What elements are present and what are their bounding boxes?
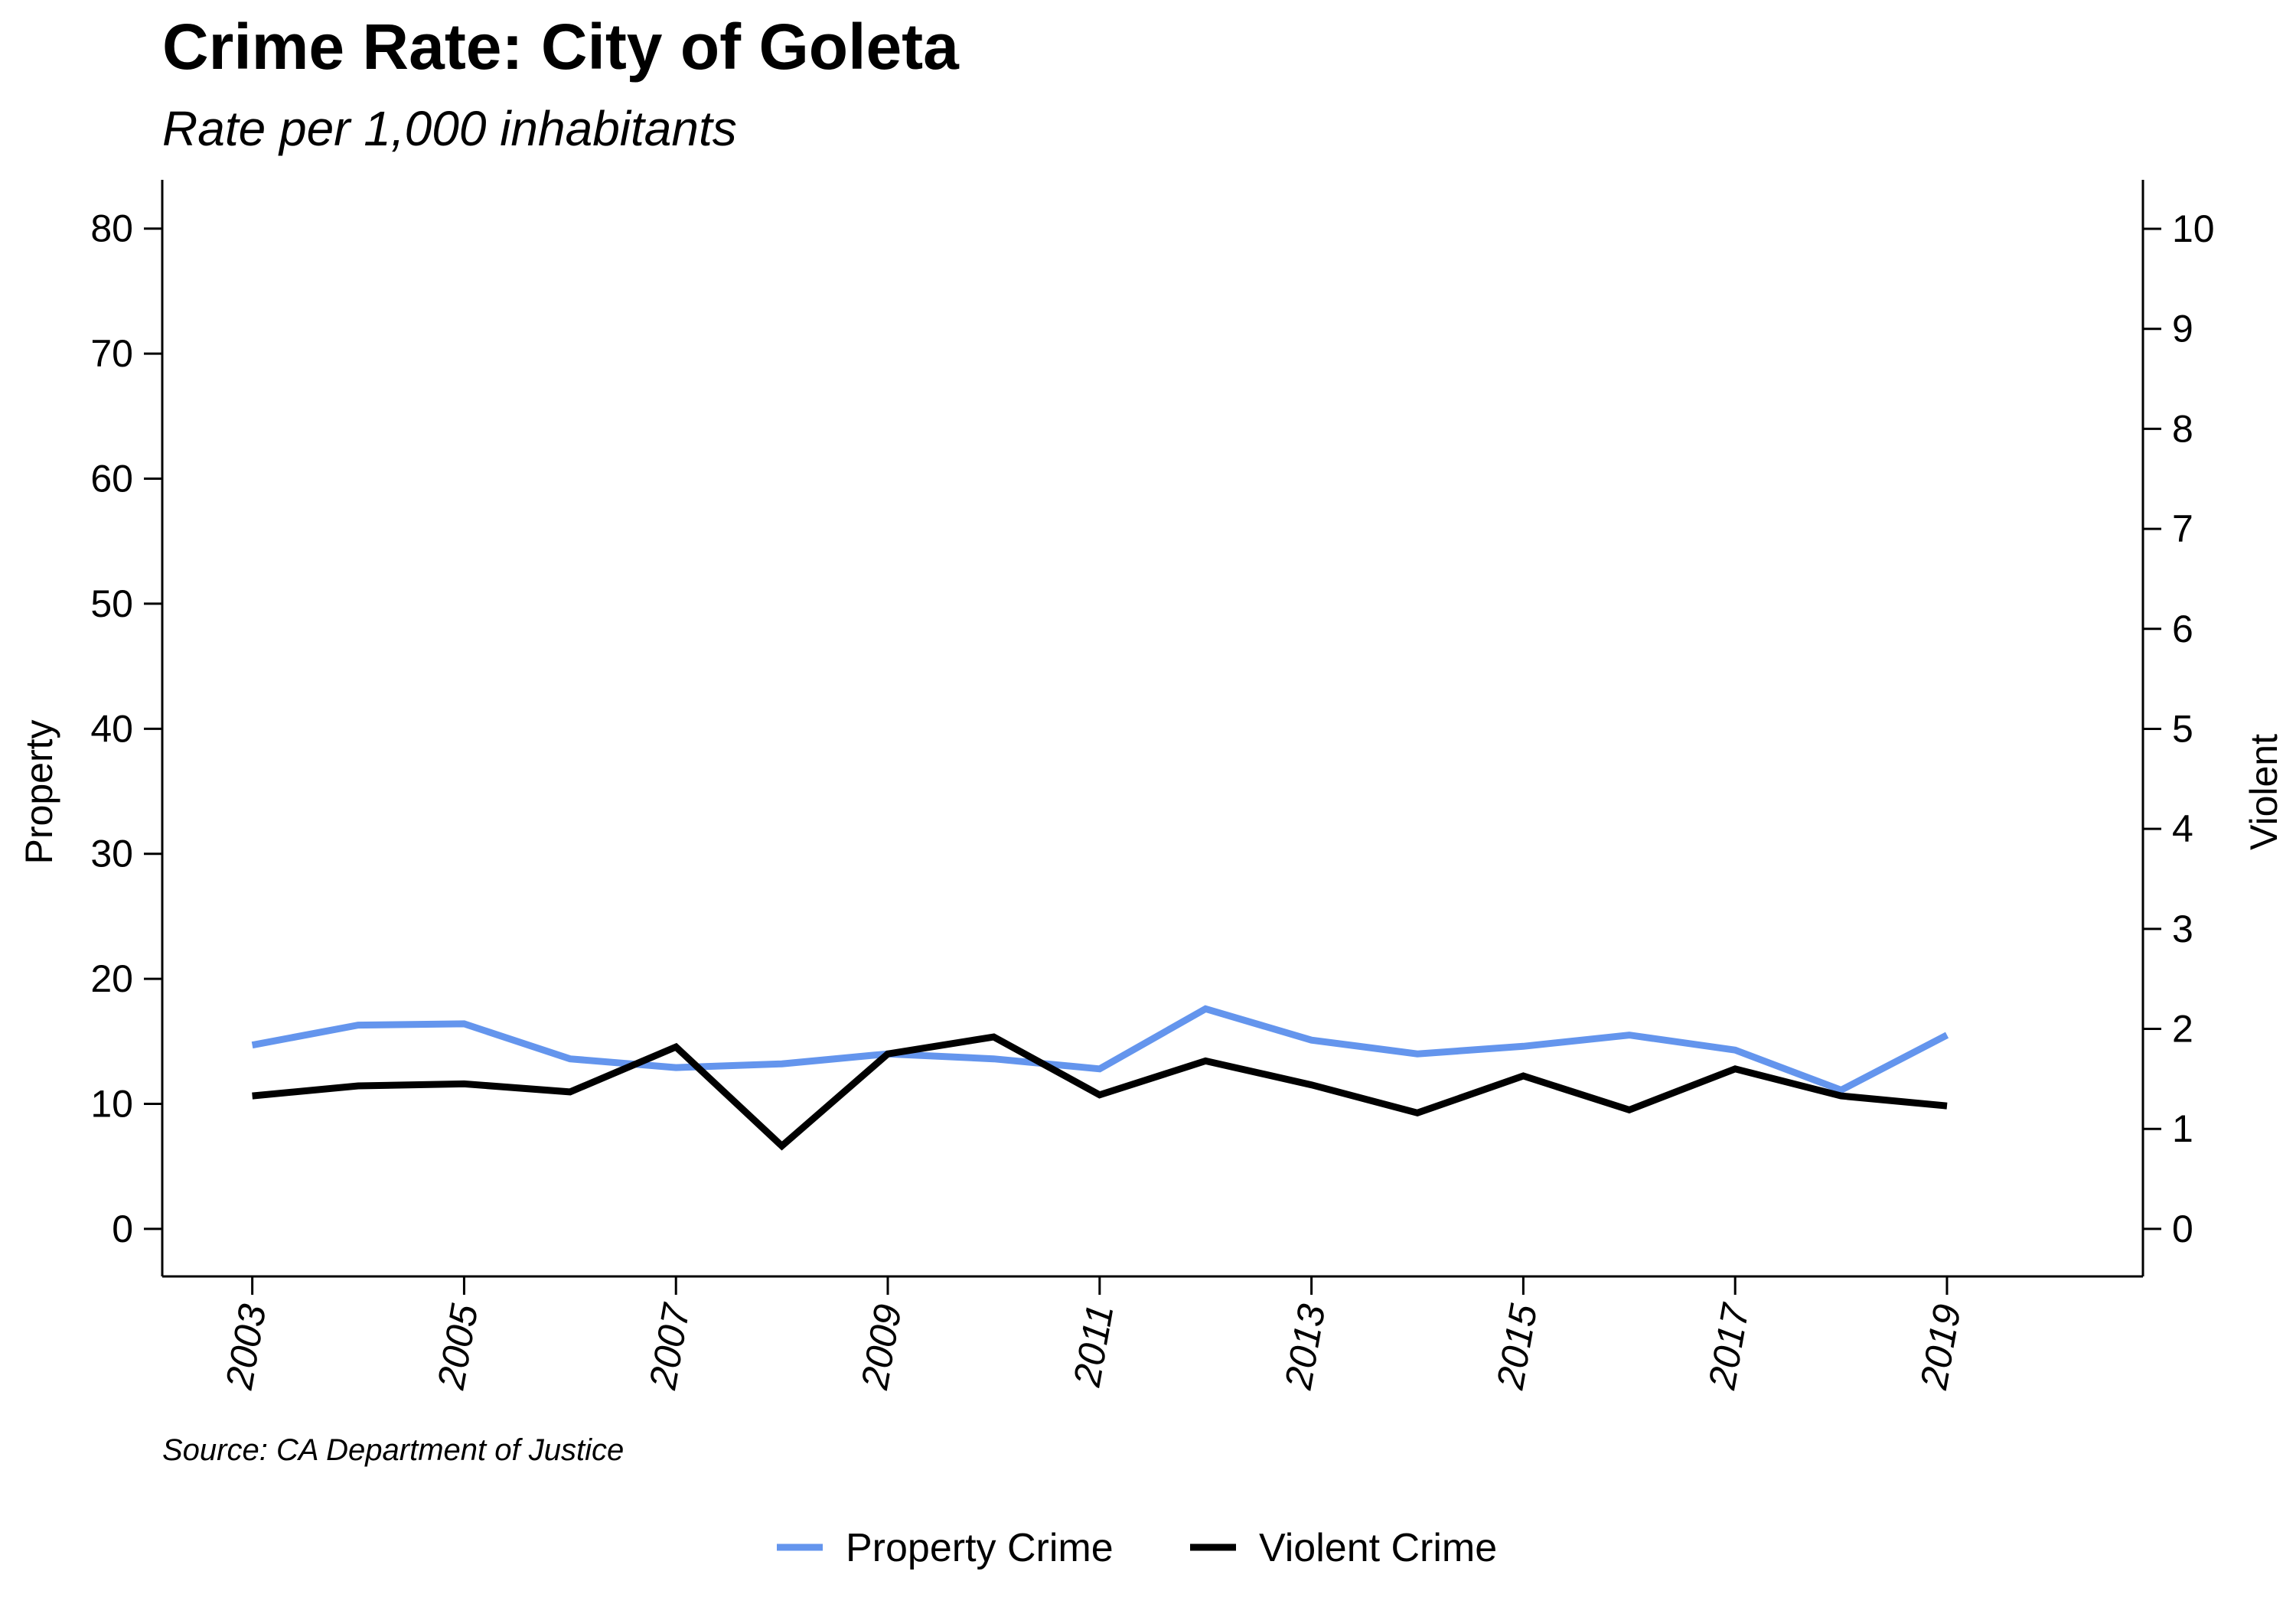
legend-label-violent: Violent Crime [1259,1526,1497,1570]
right-axis-ticks: 0 1 2 3 4 5 6 7 8 9 10 [2143,207,2215,1250]
x-tick-label: 2019 [1912,1301,1969,1393]
x-tick-label: 2003 [217,1301,275,1393]
x-tick-label: 2007 [641,1299,698,1393]
chart-title: Crime Rate: City of Goleta [162,11,960,83]
right-tick-label: 5 [2172,707,2193,750]
x-tick-label: 2009 [853,1301,910,1393]
x-tick-label: 2017 [1700,1299,1757,1393]
right-tick-label: 6 [2172,608,2193,650]
property-crime-line [251,1005,1949,1094]
y-axis-title-right: Violent [2242,734,2285,850]
legend: Property Crime Violent Crime [777,1526,1497,1570]
series-lines [251,1005,1949,1151]
violent-crime-line [252,1033,1948,1151]
right-tick-label: 9 [2172,308,2193,350]
x-tick-label: 2015 [1489,1301,1546,1393]
right-tick-label: 7 [2172,507,2193,550]
axes [161,180,2144,1278]
chart-subtitle: Rate per 1,000 inhabitants [162,101,737,156]
left-tick-label: 0 [112,1208,133,1250]
x-tick-label: 2011 [1065,1301,1122,1390]
right-tick-label: 1 [2172,1107,2193,1150]
y-axis-title-left: Property [18,720,60,865]
source-note: Source: CA Department of Justice [162,1433,624,1467]
left-tick-label: 50 [90,582,133,625]
x-axis-ticks: 2003 2005 2007 2009 2011 2013 2015 2017 2019 [217,1276,1969,1393]
x-tick-label: 2005 [429,1301,487,1393]
right-tick-label: 0 [2172,1208,2193,1250]
left-tick-label: 70 [90,332,133,375]
left-tick-label: 60 [90,458,133,500]
x-tick-label: 2013 [1277,1301,1334,1393]
left-tick-label: 10 [90,1083,133,1126]
left-tick-label: 80 [90,207,133,250]
right-tick-label: 4 [2172,807,2193,850]
left-axis-ticks: 0 10 20 30 40 50 60 70 80 [90,207,162,1250]
right-tick-label: 8 [2172,407,2193,450]
left-tick-label: 40 [90,707,133,750]
right-tick-label: 2 [2172,1008,2193,1051]
left-tick-label: 30 [90,833,133,875]
legend-label-property: Property Crime [846,1526,1114,1570]
right-tick-label: 10 [2172,207,2215,250]
left-tick-label: 20 [90,957,133,1000]
right-tick-label: 3 [2172,908,2193,950]
